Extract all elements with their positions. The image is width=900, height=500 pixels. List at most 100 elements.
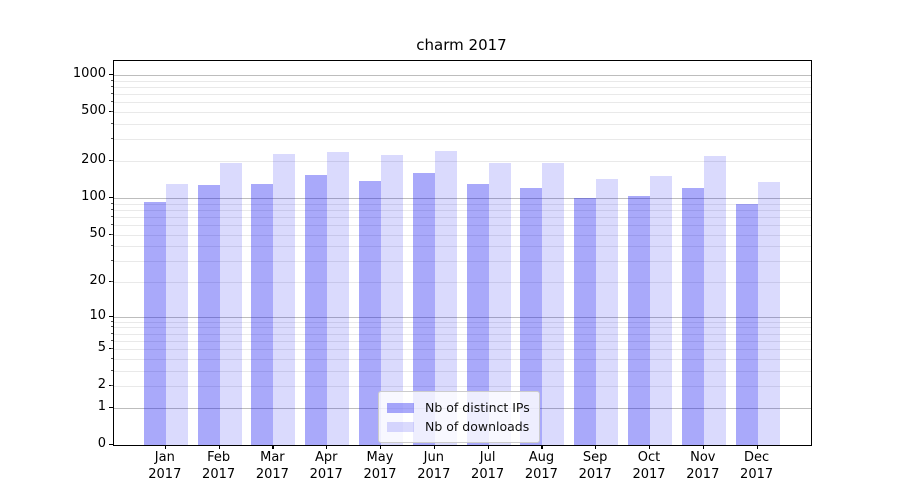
gridline-minor-300 <box>114 139 811 141</box>
gridline-minor-800 <box>114 87 811 88</box>
y-tick-mark-1 <box>109 406 113 409</box>
x-tick-label-sep: Sep 2017 <box>563 449 627 483</box>
bar-ips-dec <box>735 203 758 445</box>
x-tick-year: 2017 <box>255 467 289 482</box>
x-tick-label-apr: Apr 2017 <box>294 449 358 483</box>
x-tick-mark-oct <box>649 445 651 449</box>
bar-downloads-jan <box>165 183 188 445</box>
x-tick-label-mar: Mar 2017 <box>240 449 304 483</box>
x-tick-mark-may <box>380 445 382 449</box>
y-tick-mark-minor-50 <box>110 233 113 235</box>
x-tick-year: 2017 <box>632 467 666 482</box>
x-tick-label-jan: Jan 2017 <box>133 449 197 483</box>
gridline-minor-70 <box>114 216 811 218</box>
legend-item-downloads: Nb of downloads <box>387 417 530 436</box>
bar-downloads-apr <box>327 152 350 445</box>
y-tick-mark-100 <box>109 196 113 199</box>
x-tick-mark-aug <box>541 445 543 449</box>
y-tick-mark-10 <box>109 315 113 317</box>
y-tick-mark-minor-8 <box>110 326 113 328</box>
y-tick-mark-minor-700 <box>110 93 113 95</box>
y-tick-mark-minor-90 <box>110 202 113 204</box>
x-tick-month: Mar <box>260 450 285 465</box>
bar-ips-apr <box>305 174 328 445</box>
y-tick-mark-minor-2 <box>110 385 113 387</box>
gridline-minor-400 <box>114 124 811 125</box>
bar-ips-mar <box>251 183 274 445</box>
x-tick-year: 2017 <box>417 467 451 482</box>
y-tick-label-1000: 1000 <box>72 66 106 81</box>
y-tick-mark-minor-400 <box>110 123 113 124</box>
x-tick-month: Dec <box>744 450 770 465</box>
x-tick-year: 2017 <box>686 467 720 482</box>
legend: Nb of distinct IPs Nb of downloads <box>378 391 540 443</box>
legend-label-downloads: Nb of downloads <box>425 419 530 434</box>
bar-ips-aug <box>520 188 543 445</box>
bar-downloads-aug <box>542 163 565 445</box>
legend-item-distinct-ips: Nb of distinct IPs <box>387 398 530 417</box>
x-tick-mark-mar <box>272 445 274 449</box>
y-tick-mark-minor-800 <box>110 86 113 87</box>
x-tick-label-may: May 2017 <box>348 449 412 483</box>
y-tick-mark-minor-7 <box>110 332 113 334</box>
x-tick-label-oct: Oct 2017 <box>617 449 681 483</box>
x-tick-month: May <box>366 450 394 465</box>
y-tick-label-2: 2 <box>97 377 106 393</box>
y-tick-mark-minor-80 <box>110 208 113 210</box>
y-tick-label-10: 10 <box>89 307 106 323</box>
y-tick-label-1: 1 <box>97 398 106 414</box>
x-tick-year: 2017 <box>363 467 397 482</box>
x-tick-mark-jul <box>487 445 489 449</box>
x-tick-month: Apr <box>314 450 338 465</box>
x-tick-label-nov: Nov 2017 <box>671 449 735 483</box>
y-tick-label-200: 200 <box>81 152 106 167</box>
y-tick-mark-minor-5 <box>110 348 113 350</box>
y-tick-mark-minor-4 <box>110 357 113 359</box>
y-tick-mark-minor-3 <box>110 369 113 371</box>
x-tick-month: Jun <box>423 450 444 465</box>
gridline-minor-200 <box>114 161 811 162</box>
y-tick-mark-minor-600 <box>110 101 113 103</box>
gridline-minor-8 <box>114 327 811 329</box>
y-tick-label-500: 500 <box>81 103 106 119</box>
x-tick-month: Nov <box>690 450 716 465</box>
x-tick-year: 2017 <box>740 467 774 482</box>
y-tick-label-50: 50 <box>89 225 106 241</box>
y-tick-mark-minor-500 <box>110 111 113 113</box>
plot-area: Nb of distinct IPs Nb of downloads <box>113 60 812 446</box>
gridline-minor-2 <box>114 386 811 388</box>
x-tick-label-aug: Aug 2017 <box>509 449 573 483</box>
x-tick-month: Jul <box>479 450 496 465</box>
y-tick-mark-1000 <box>109 74 113 76</box>
bar-downloads-jun <box>434 151 457 445</box>
x-tick-month: Aug <box>528 450 555 465</box>
x-tick-mark-jun <box>433 445 435 449</box>
x-tick-mark-jan <box>164 445 166 449</box>
gridline-minor-4 <box>114 358 811 360</box>
legend-swatch-downloads <box>387 421 414 432</box>
bar-downloads-may <box>381 154 403 445</box>
gridline-minor-50 <box>114 234 811 236</box>
gridline-minor-6 <box>114 340 811 342</box>
gridline-minor-80 <box>114 209 811 211</box>
x-tick-label-dec: Dec 2017 <box>725 449 789 483</box>
x-tick-mark-nov <box>702 445 704 449</box>
x-tick-mark-feb <box>218 445 220 449</box>
y-tick-mark-minor-20 <box>110 281 113 282</box>
y-tick-label-5: 5 <box>97 340 106 356</box>
gridline-minor-5 <box>114 349 811 351</box>
bar-ips-nov <box>681 188 704 445</box>
gridline-minor-40 <box>114 246 811 248</box>
bar-downloads-mar <box>273 153 296 445</box>
gridline-major-1000 <box>114 75 811 76</box>
gridline-minor-3 <box>114 370 811 372</box>
bar-ips-jun <box>412 172 435 445</box>
y-tick-label-20: 20 <box>89 273 106 288</box>
y-tick-mark-minor-40 <box>110 245 113 247</box>
gridline-minor-30 <box>114 261 811 263</box>
gridline-minor-20 <box>114 282 811 283</box>
bar-downloads-sep <box>596 179 619 445</box>
x-tick-year: 2017 <box>524 467 558 482</box>
bar-downloads-jul <box>488 163 511 445</box>
y-tick-mark-0 <box>109 444 113 446</box>
